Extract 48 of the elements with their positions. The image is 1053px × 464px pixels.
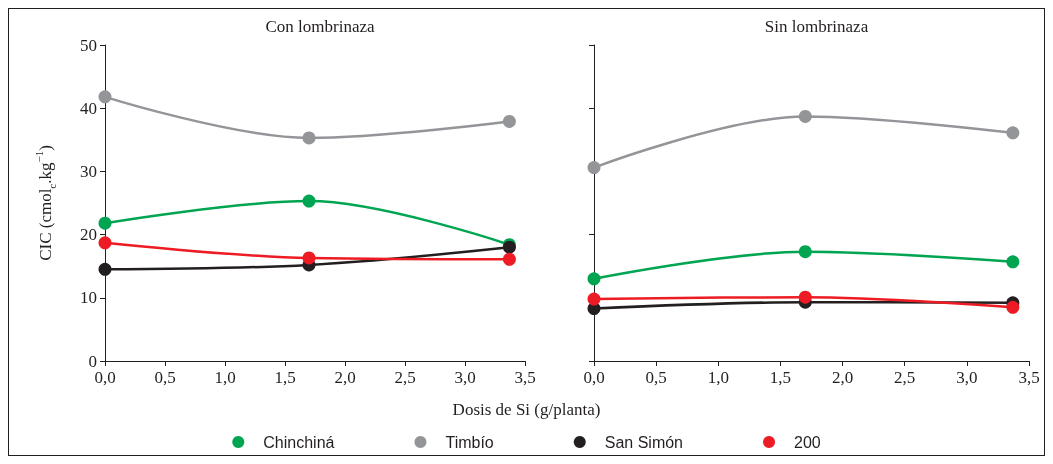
point bbox=[98, 90, 112, 104]
point bbox=[798, 109, 812, 123]
x-tick-label: 0,5 bbox=[645, 368, 667, 387]
x-tick-label: 2,0 bbox=[831, 368, 854, 387]
point bbox=[1006, 126, 1020, 140]
point bbox=[798, 245, 812, 259]
y-axis-title: CIC (cmolc.kg−1) bbox=[32, 145, 58, 261]
legend-label: San Simón bbox=[604, 433, 684, 451]
point bbox=[587, 272, 601, 286]
x-tick-label: 0,0 bbox=[583, 368, 605, 387]
chart-title: Sin lombrinaza bbox=[764, 17, 869, 36]
x-tick-label: 0,0 bbox=[94, 368, 116, 387]
y-tick-label: 30 bbox=[80, 161, 97, 181]
x-tick-label: 3,5 bbox=[514, 368, 536, 387]
point bbox=[502, 114, 516, 128]
point bbox=[302, 251, 316, 265]
y-tick-label: 40 bbox=[80, 98, 97, 118]
x-tick-label: 2,5 bbox=[394, 368, 416, 387]
point bbox=[1006, 255, 1020, 269]
x-axis-title: Dosis de Si (g/planta) bbox=[452, 400, 601, 419]
point bbox=[798, 290, 812, 304]
point bbox=[302, 194, 316, 208]
y-tick-label: 50 bbox=[80, 35, 97, 55]
x-tick-label: 3,5 bbox=[1018, 368, 1040, 387]
x-tick-label: 1,5 bbox=[769, 368, 792, 387]
y-tick-label: 10 bbox=[80, 288, 97, 308]
x-tick-label: 1,5 bbox=[274, 368, 296, 387]
x-tick-label: 2,0 bbox=[334, 368, 356, 387]
x-tick-label: 2,5 bbox=[894, 368, 916, 387]
point bbox=[1006, 300, 1020, 314]
x-tick-label: 0,5 bbox=[154, 368, 176, 387]
y-tick-label: 20 bbox=[80, 225, 97, 245]
point bbox=[98, 236, 112, 250]
point bbox=[587, 161, 601, 175]
point bbox=[302, 131, 316, 145]
x-tick-label: 1,0 bbox=[707, 368, 729, 387]
chart-title: Con lombrinaza bbox=[265, 17, 375, 36]
x-tick-label: 3,0 bbox=[956, 368, 978, 387]
point bbox=[98, 216, 112, 230]
y-tick-label: 0 bbox=[88, 351, 97, 371]
point bbox=[98, 262, 112, 276]
legend-label: Timbío bbox=[445, 433, 494, 451]
legend-label: 200 bbox=[794, 433, 821, 451]
x-tick-label: 1,0 bbox=[214, 368, 236, 387]
point bbox=[502, 252, 516, 266]
x-tick-label: 3,0 bbox=[454, 368, 476, 387]
legend-label: Chinchiná bbox=[263, 433, 335, 451]
point bbox=[587, 292, 601, 306]
